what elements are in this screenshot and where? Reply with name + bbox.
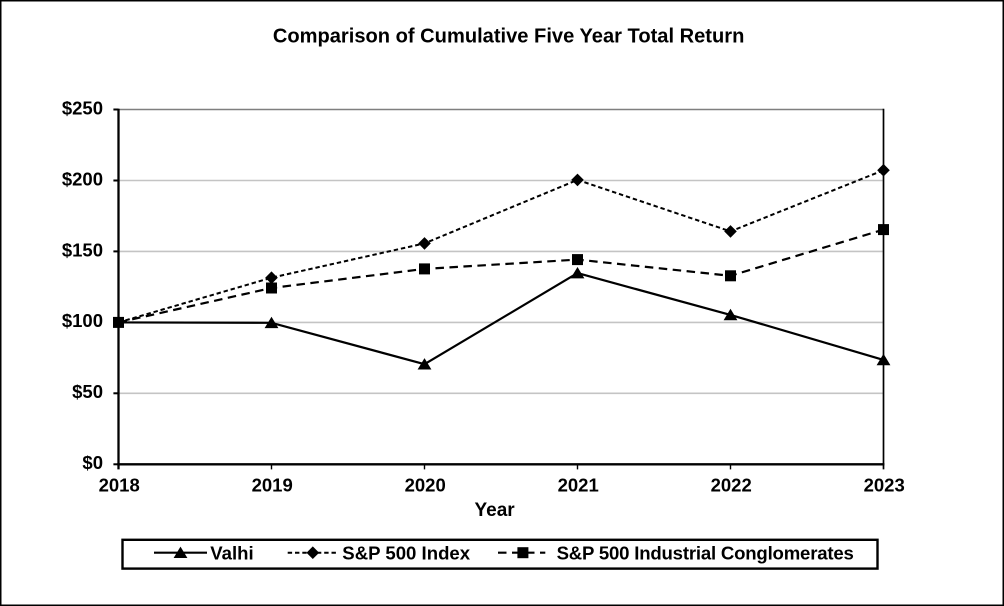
svg-text:$100: $100 (62, 310, 103, 331)
svg-text:Comparison of Cumulative Five: Comparison of Cumulative Five Year Total… (273, 25, 745, 47)
svg-text:$200: $200 (62, 168, 103, 189)
svg-text:$50: $50 (72, 381, 103, 402)
svg-text:S&P 500 Index: S&P 500 Index (342, 542, 470, 563)
svg-text:2019: 2019 (252, 475, 293, 496)
svg-text:2023: 2023 (864, 475, 905, 496)
svg-text:2022: 2022 (711, 475, 752, 496)
svg-text:2020: 2020 (405, 475, 446, 496)
svg-text:Year: Year (475, 500, 516, 521)
svg-text:2018: 2018 (99, 475, 140, 496)
svg-text:$250: $250 (62, 97, 103, 118)
svg-text:$150: $150 (62, 239, 103, 260)
svg-text:Valhi: Valhi (210, 542, 253, 563)
svg-text:S&P 500 Industrial Conglomerat: S&P 500 Industrial Conglomerates (557, 542, 854, 563)
svg-text:$0: $0 (82, 452, 103, 473)
svg-text:2021: 2021 (558, 475, 599, 496)
